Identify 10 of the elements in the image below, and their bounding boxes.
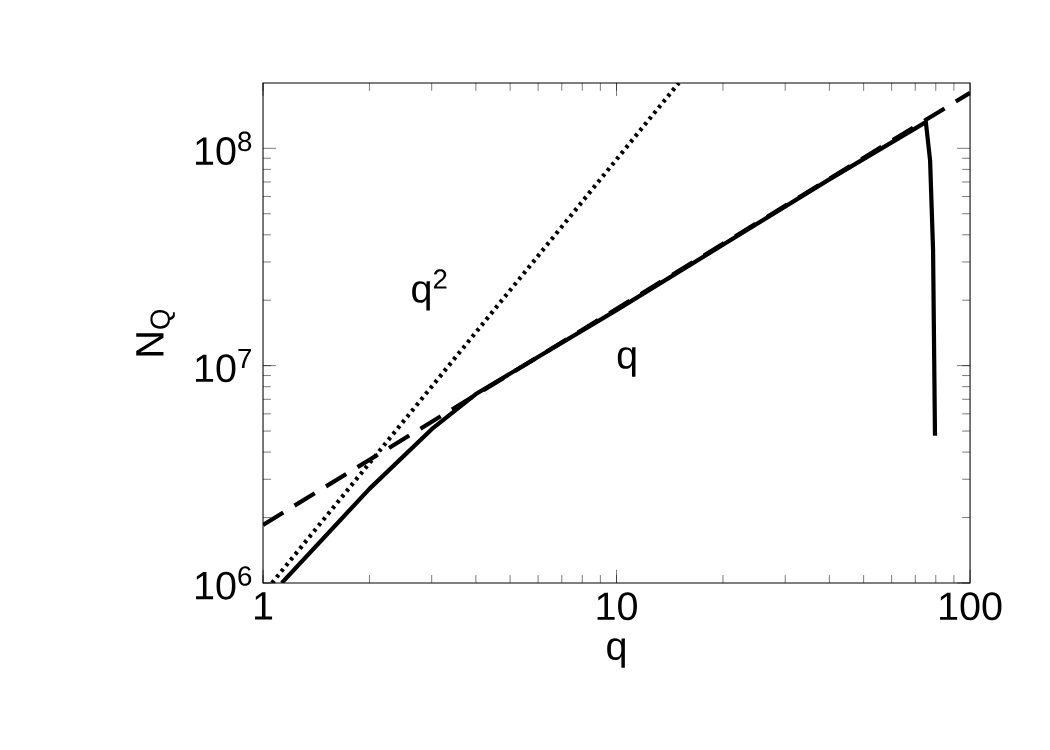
y-tick-label: 10$^{7}$ [196, 349, 251, 383]
annotation: q [617, 347, 636, 377]
y-tick-label: 10$^{8}$ [196, 131, 252, 166]
y-axis-title: N$_{Q}$ [136, 309, 175, 356]
x-axis-title: q [607, 638, 626, 668]
x-tick-label: 100 [940, 592, 1002, 621]
x-tick-label: 1 [255, 592, 273, 620]
x-tick-label: 10 [597, 592, 637, 621]
annotation: q$^{2}$ [412, 269, 447, 311]
y-tick-label: 10$^{6}$ [196, 566, 252, 600]
